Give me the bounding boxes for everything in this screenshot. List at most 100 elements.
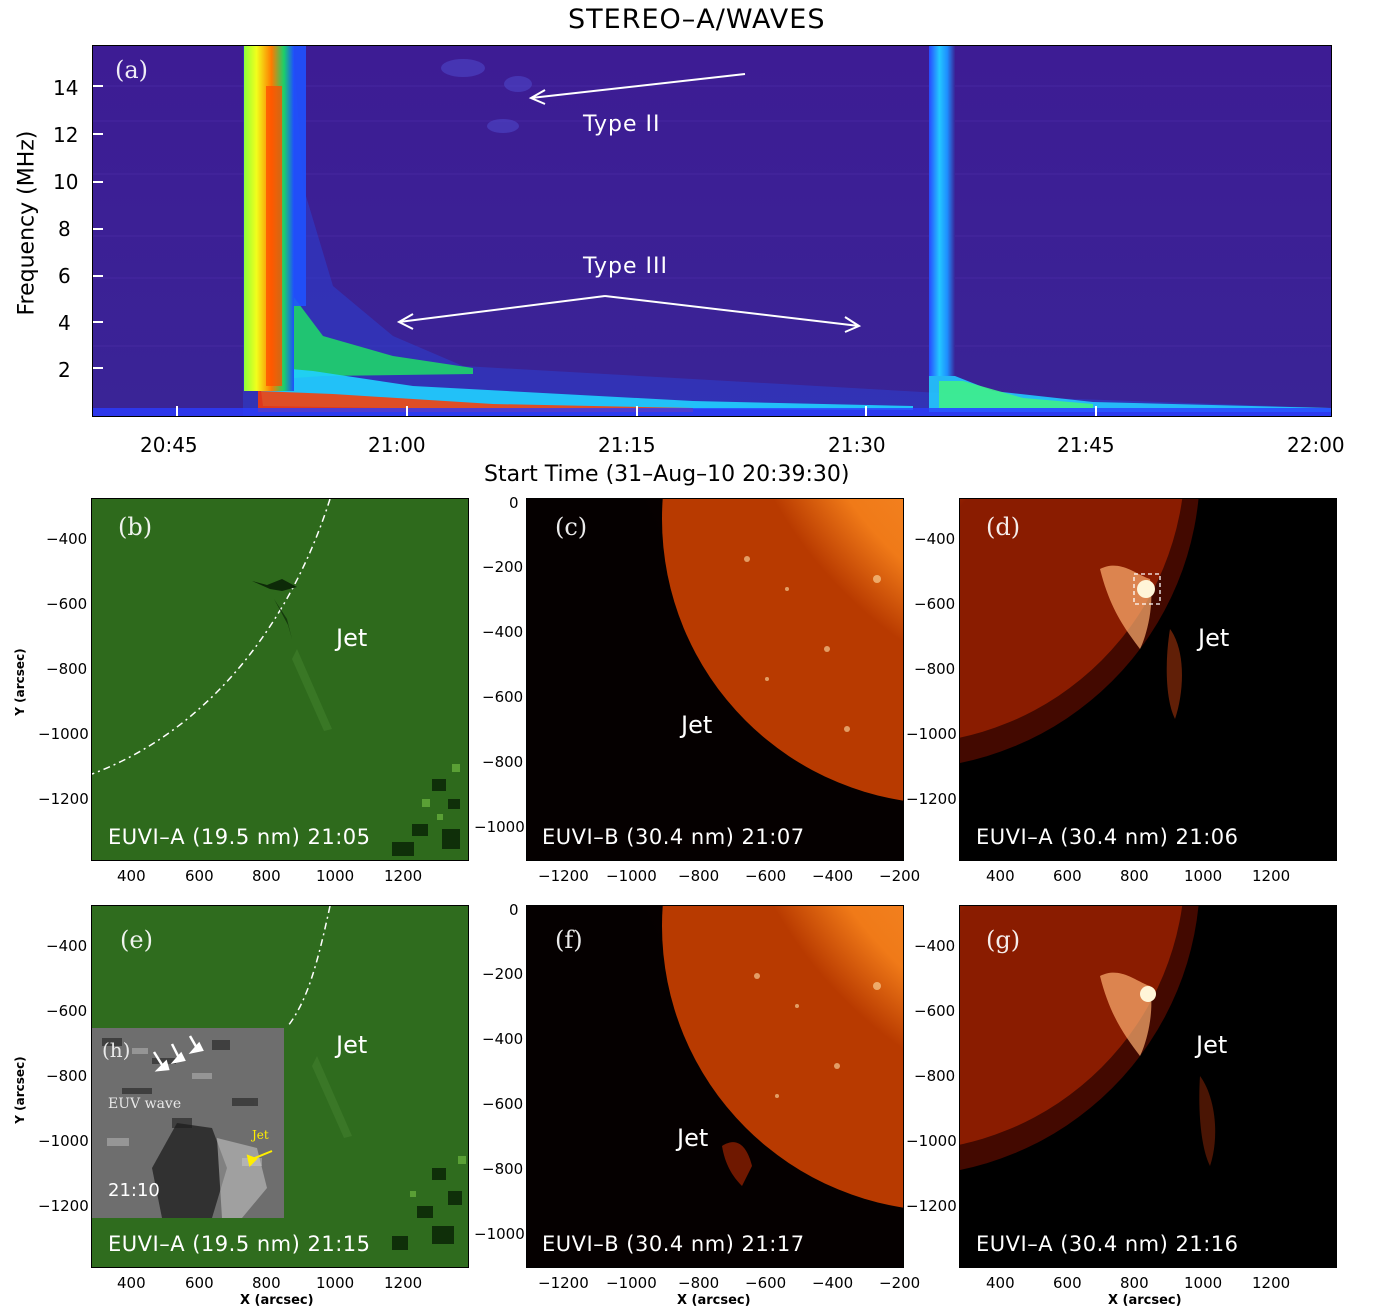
g-xtick-1200: 1200 [1252,1274,1291,1292]
g-ytick-600: −600 [914,1002,956,1020]
panel-f-jet: Jet [677,1124,709,1152]
f-xtick-200: −200 [879,1274,921,1292]
ytick-6: 6 [58,264,71,288]
e-xlabel: X (arcsec) [240,1293,314,1308]
inset-h-image [92,1028,284,1218]
g-ytick-1200: −1200 [906,1197,957,1215]
y-ticks [93,85,103,369]
inset-h-euv-wave: EUV wave [108,1096,182,1112]
panel-d-image [960,499,1336,860]
b-ytick-800: −800 [46,660,88,678]
d-ytick-400: −400 [914,530,956,548]
g-xtick-400: 400 [986,1274,1015,1292]
panel-f-image [527,906,903,1267]
d-xtick-400: 400 [986,867,1015,885]
d-xtick-1200: 1200 [1252,867,1291,885]
spectrum-heatmap [93,46,1331,416]
e-ytick-600: −600 [46,1002,88,1020]
g-xtick-1000: 1000 [1184,1274,1223,1292]
panel-c-image [527,499,903,860]
panel-e-jet: Jet [336,1031,368,1059]
b-xtick-600: 600 [185,867,214,885]
xtick-2130: 21:30 [828,433,886,457]
c-xtick-200: −200 [879,867,921,885]
c-ytick-600: −600 [482,688,524,706]
inset-h-jet: Jet [252,1128,269,1142]
xtick-2200: 22:00 [1287,433,1345,457]
panel-d-jet: Jet [1198,624,1230,652]
c-xtick-400: −400 [812,867,854,885]
d-xtick-800: 800 [1120,867,1149,885]
f-ytick-600: −600 [482,1095,524,1113]
e-ytick-1000: −1000 [38,1132,89,1150]
f-xtick-1200: −1200 [538,1274,589,1292]
ytick-2: 2 [58,358,71,382]
panel-g: (g) Jet EUVI–A (30.4 nm) 21:16 [959,905,1337,1268]
panel-c-caption: EUVI–B (30.4 nm) 21:07 [542,825,805,849]
b-ytick-1200: −1200 [38,790,89,808]
g-xtick-800: 800 [1120,1274,1149,1292]
ytick-10: 10 [53,170,79,194]
panel-c-label: (c) [555,513,588,541]
e-ylabel: Y (arcsec) [13,1056,27,1124]
e-xtick-400: 400 [117,1274,146,1292]
f-xtick-600: −600 [745,1274,787,1292]
panel-g-caption: EUVI–A (30.4 nm) 21:16 [976,1232,1239,1256]
panel-a-label: (a) [115,56,149,84]
g-xtick-600: 600 [1053,1274,1082,1292]
type3-label: Type III [583,254,668,279]
panel-a-xlabel: Start Time (31–Aug–10 20:39:30) [484,462,850,487]
panel-e-label: (e) [120,926,153,954]
c-xtick-800: −800 [678,867,720,885]
panel-b: (b) Jet EUVI–A (19.5 nm) 21:05 [91,498,469,861]
g-ytick-1000: −1000 [906,1132,957,1150]
d-ytick-800: −800 [914,660,956,678]
g-xlabel: X (arcsec) [1108,1293,1182,1308]
b-xtick-400: 400 [117,867,146,885]
panel-d-caption: EUVI–A (30.4 nm) 21:06 [976,825,1239,849]
panel-g-image [960,906,1336,1267]
b-ytick-1000: −1000 [38,725,89,743]
c-xtick-1200: −1200 [538,867,589,885]
f-ytick-800: −800 [482,1160,524,1178]
panel-e: (h) EUV wave Jet 21:10 (e) Jet EUVI–A (1… [91,905,469,1268]
xtick-2115: 21:15 [598,433,656,457]
e-xtick-1200: 1200 [384,1274,423,1292]
f-ytick-0: 0 [509,901,519,919]
panel-b-label: (b) [118,513,153,541]
xtick-2100: 21:00 [368,433,426,457]
panel-b-image [92,499,468,860]
f-ytick-1000: −1000 [474,1225,525,1243]
g-ytick-400: −400 [914,937,956,955]
inset-h: (h) EUV wave Jet 21:10 [92,1028,284,1218]
ytick-12: 12 [53,123,79,147]
panel-c: (c) Jet EUVI–B (30.4 nm) 21:07 [526,498,904,861]
d-ytick-600: −600 [914,595,956,613]
panel-a-spectrum: (a) Type II Type III [92,45,1332,417]
e-xtick-800: 800 [252,1274,281,1292]
f-ytick-200: −200 [482,965,524,983]
ytick-4: 4 [58,311,71,335]
panel-a-ylabel: Frequency (MHz) [14,130,40,316]
d-xtick-600: 600 [1053,867,1082,885]
c-ytick-200: −200 [482,558,524,576]
panel-g-label: (g) [986,926,1021,954]
panel-b-caption: EUVI–A (19.5 nm) 21:05 [108,825,371,849]
b-xtick-1200: 1200 [384,867,423,885]
xtick-2145: 21:45 [1057,433,1115,457]
f-xtick-1000: −1000 [606,1274,657,1292]
f-ytick-400: −400 [482,1030,524,1048]
f-xtick-800: −800 [678,1274,720,1292]
panel-d-label: (d) [986,513,1021,541]
c-xtick-1000: −1000 [606,867,657,885]
b-xtick-800: 800 [252,867,281,885]
b-ylabel: Y (arcsec) [13,648,27,716]
panel-f-label: (f) [555,926,583,954]
e-xtick-1000: 1000 [316,1274,355,1292]
e-ytick-400: −400 [46,937,88,955]
d-xtick-1000: 1000 [1184,867,1223,885]
ytick-8: 8 [58,217,71,241]
panel-e-caption: EUVI–A (19.5 nm) 21:15 [108,1232,371,1256]
figure-title: STEREO–A/WAVES [568,4,826,35]
type3-arrows [396,295,862,333]
